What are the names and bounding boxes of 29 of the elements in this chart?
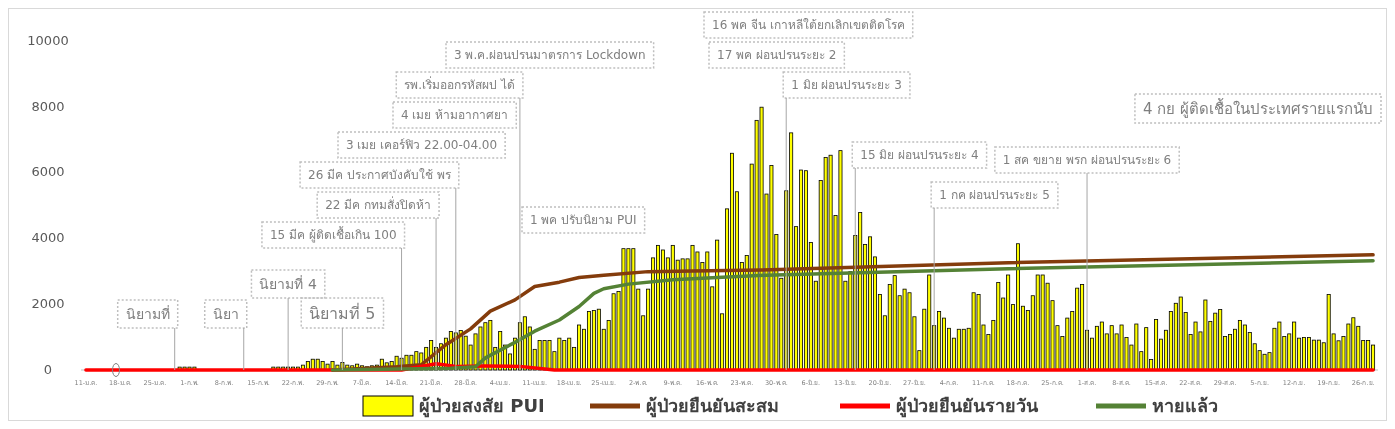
y-tick-label: 6000 (31, 164, 65, 180)
y-tick-label: 0 (43, 361, 53, 377)
y-tick-label: 4000 (31, 230, 65, 246)
annotation: 1 มิย ผ่อนปรนระยะ 3 (791, 78, 902, 93)
annotation: 1 พค ปรับนิยาม PUI (530, 213, 637, 228)
annotation: 15 มิย ผ่อนปรนระยะ 4 (860, 148, 979, 163)
y-tick-label: 10000 (27, 32, 69, 48)
annotation: นิยามที่ (125, 304, 170, 322)
annotation: 3 เมย เคอร์ฟิว 22.00-04.00 (346, 138, 498, 153)
legend-label: ผู้ป่วยยืนยันสะสม (646, 395, 779, 419)
annotation: 3 พ.ค.ผ่อนปรนมาตรการ Lockdown (454, 48, 646, 63)
legend-label: ผู้ป่วยยืนยันรายวัน (896, 395, 1039, 419)
annotation: 22 มีค กทมสั่งปิดห้า (325, 196, 432, 213)
y-tick-label: 2000 (31, 295, 65, 311)
annotation: 26 มีค ประกาศบังคับใช้ พร (308, 168, 452, 183)
annotation: 4 กย ผู้ติดเชื้อในประเทศรายแรกนับ (1142, 97, 1374, 118)
legend-label: ผู้ป่วยสงสัย PUI (419, 395, 545, 419)
text: 16 พค จีน เกาหลีใต้ยกเลิกเขตติดโรค (712, 18, 905, 33)
annotation: 1 สค ขยาย พรก ผ่อนปรนระยะ 6 (1002, 153, 1172, 168)
annotation: 1 กค ผ่อนปรนระยะ 5 (939, 188, 1050, 203)
annotation: รพ.เริ่มออกรหัสผป ได้ (404, 76, 515, 93)
annotation: 17 พค ผ่อนปรนระยะ 2 (717, 48, 837, 63)
annotation: นิยามที่ 4 (259, 274, 317, 292)
annotation: นิยามที่ 5 (309, 301, 376, 323)
annotation: 4 เมย ห้ามอากาศยา (401, 108, 509, 123)
annotation: นิยา (212, 305, 239, 322)
y-tick-label: 8000 (31, 98, 65, 114)
legend-label: หายแล้ว (1152, 395, 1218, 417)
annotation: 15 มีค ผู้ติดเชื้อเกิน 100 (269, 226, 397, 244)
